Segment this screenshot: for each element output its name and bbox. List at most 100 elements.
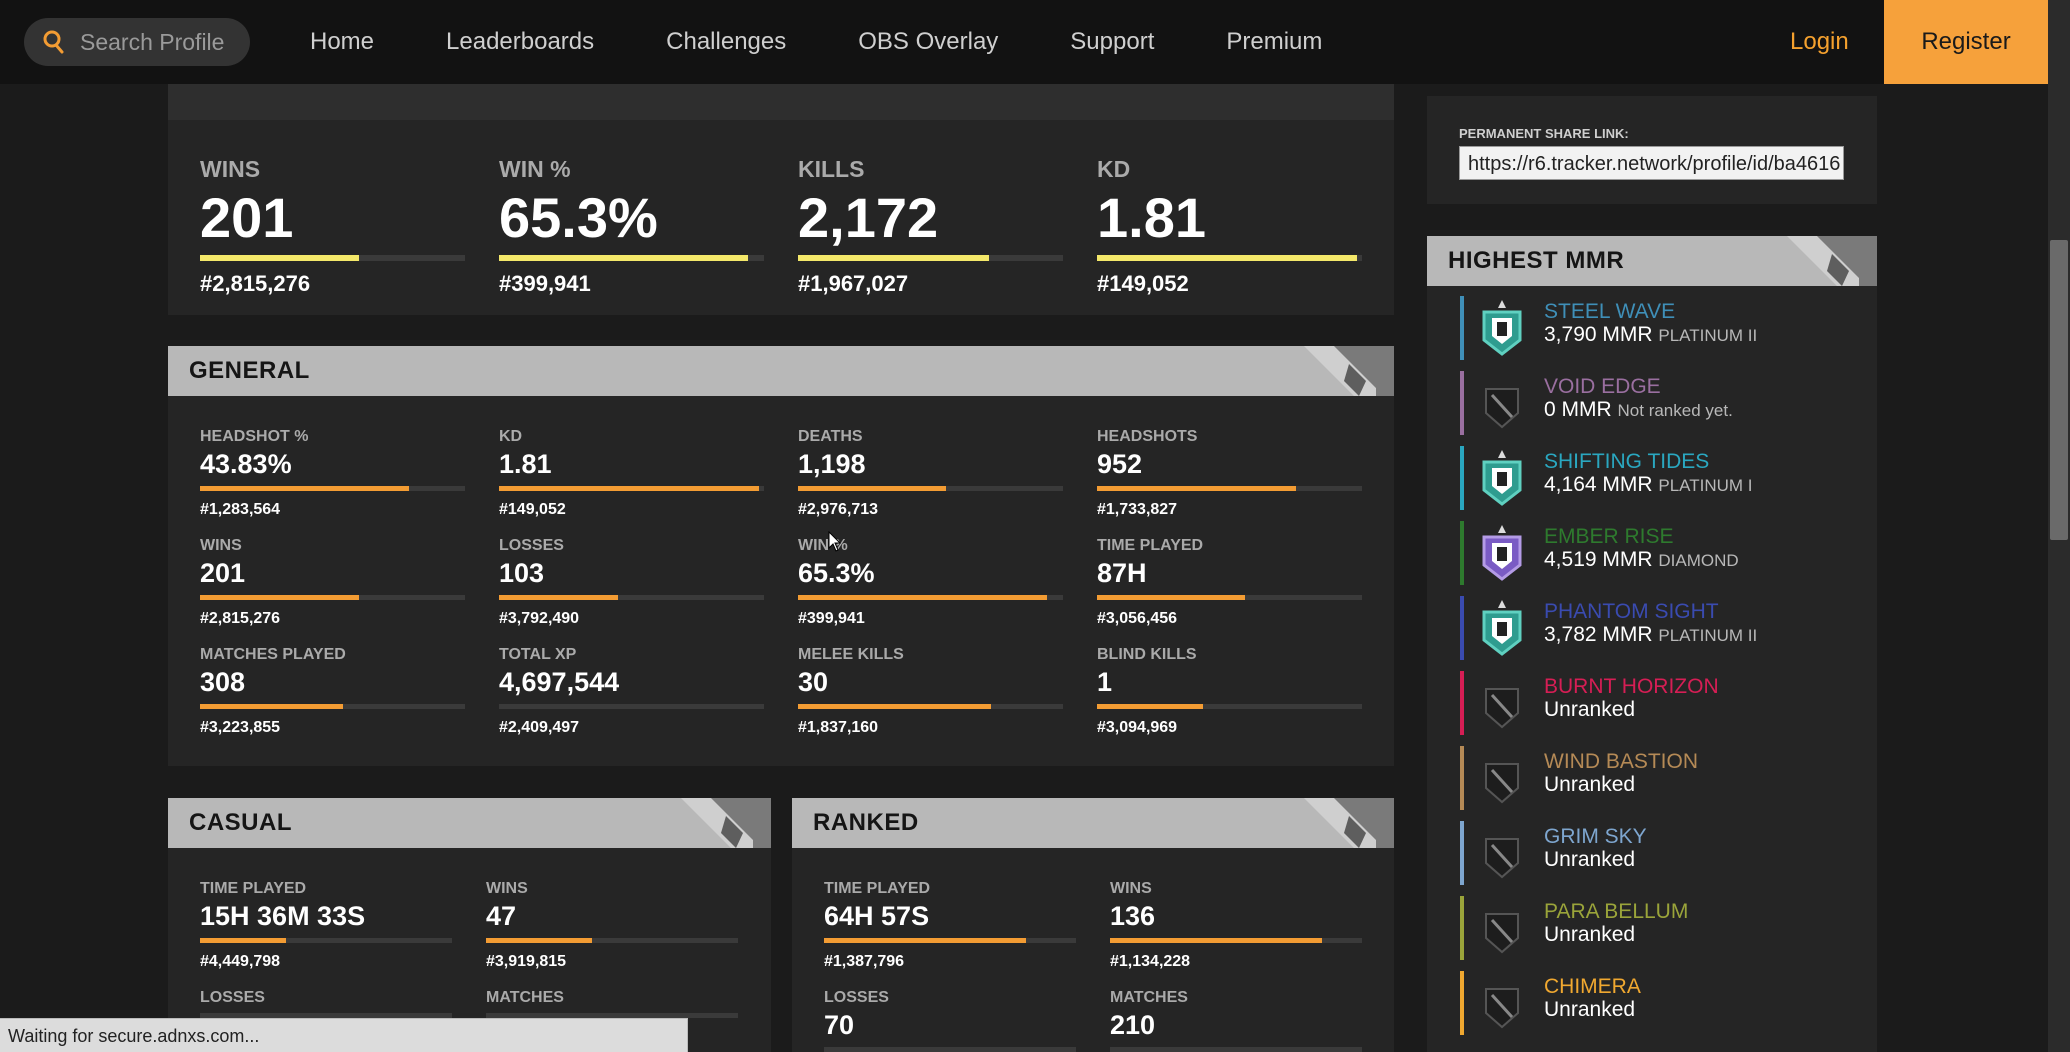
stat-value: 43.83% — [200, 449, 292, 479]
stat-progress-fill — [499, 255, 749, 261]
stat-label: LOSSES — [499, 537, 564, 554]
nav-link-support[interactable]: Support — [1070, 28, 1155, 55]
search-input[interactable]: Search Profile — [24, 18, 250, 66]
stat-progress-bar — [824, 938, 1076, 943]
stat-losses: LOSSES 103 #3,792,490 — [499, 537, 764, 628]
browser-status-bar: Waiting for secure.adnxs.com... — [0, 1018, 688, 1052]
stat-value: 1 — [1097, 667, 1113, 697]
stat-progress-fill — [200, 704, 344, 709]
stat-kd: KD 1.81 #149,052 — [1097, 156, 1362, 297]
stat-progress-bar — [824, 1047, 1076, 1052]
stat-progress-bar — [798, 255, 1063, 261]
season-row-para-bellum: PARA BELLUM Unranked — [1460, 896, 1860, 960]
stat-progress-bar — [200, 486, 465, 491]
diamond-emblem-icon — [1480, 523, 1524, 581]
ranked-card-header: RANKED — [792, 798, 1394, 848]
stat-win-pct: WIN % 65.3% #399,941 — [499, 156, 764, 297]
season-row-chimera: CHIMERA Unranked — [1460, 971, 1860, 1035]
season-mmr-value: Unranked — [1544, 998, 1636, 1021]
nav-link-obs-overlay[interactable]: OBS Overlay — [858, 28, 999, 55]
season-row-ember-rise: EMBER RISE 4,519 MMR DIAMOND — [1460, 521, 1860, 585]
season-row-wind-bastion: WIND BASTION Unranked — [1460, 746, 1860, 810]
stat-progress-bar — [798, 595, 1063, 600]
stat-rank: #3,056,456 — [1097, 610, 1178, 627]
unranked-emblem-icon — [1480, 823, 1524, 881]
season-color-stripe — [1460, 746, 1464, 810]
season-color-stripe — [1460, 296, 1464, 360]
stat-rank: #4,449,798 — [200, 953, 281, 970]
stat-value: 87H — [1097, 558, 1147, 588]
unranked-emblem-icon — [1480, 373, 1524, 431]
nav-link-premium[interactable]: Premium — [1226, 28, 1323, 55]
share-link-input[interactable]: https://r6.tracker.network/profile/id/ba… — [1459, 146, 1844, 180]
login-link[interactable]: Login — [1790, 28, 1849, 55]
season-tier: PLATINUM II — [1658, 326, 1758, 345]
stat-progress-bar — [200, 704, 465, 709]
nav-link-home[interactable]: Home — [310, 28, 375, 55]
stat-label: WIN % — [499, 156, 571, 182]
season-mmr-line: Unranked — [1544, 773, 1635, 797]
season-color-stripe — [1460, 521, 1464, 585]
stat-label: TIME PLAYED — [824, 880, 931, 897]
page-scrollbar-thumb[interactable] — [2050, 240, 2068, 540]
season-row-grim-sky: GRIM SKY Unranked — [1460, 821, 1860, 885]
stat-value: 70 — [824, 1010, 855, 1040]
stat-progress-bar — [499, 255, 764, 261]
stat-label: WINS — [486, 880, 528, 897]
stat-rank: #149,052 — [499, 501, 566, 518]
ranked-title: RANKED — [813, 809, 919, 836]
season-row-steel-wave: STEEL WAVE 3,790 MMR PLATINUM II — [1460, 296, 1860, 360]
unranked-emblem-icon — [1480, 748, 1524, 806]
season-row-void-edge: VOID EDGE 0 MMR Not ranked yet. — [1460, 371, 1860, 435]
stat-label: MATCHES — [486, 989, 564, 1006]
season-name: CHIMERA — [1544, 975, 1641, 998]
stat-deaths: DEATHS 1,198 #2,976,713 — [798, 428, 1063, 519]
stat-wins: WINS 47 #3,919,815 — [486, 880, 738, 971]
nav-link-leaderboards[interactable]: Leaderboards — [446, 28, 595, 55]
stat-value: 65.3% — [499, 186, 658, 249]
stat-kd: KD 1.81 #149,052 — [499, 428, 764, 519]
stat-progress-fill — [1110, 938, 1322, 943]
stat-progress-fill — [200, 486, 410, 491]
stat-progress-fill — [798, 255, 989, 261]
stat-progress-bar — [200, 595, 465, 600]
season-name: PARA BELLUM — [1544, 900, 1689, 923]
stat-rank: #1,967,027 — [798, 271, 909, 296]
season-color-stripe — [1460, 671, 1464, 735]
stat-label: WINS — [200, 156, 261, 182]
season-mmr-line: 3,782 MMR PLATINUM II — [1544, 623, 1757, 647]
season-color-stripe — [1460, 971, 1464, 1035]
stat-rank: #2,815,276 — [200, 610, 281, 627]
stat-rank: #3,792,490 — [499, 610, 580, 627]
season-mmr-value: 0 MMR — [1544, 398, 1612, 421]
nav-link-challenges[interactable]: Challenges — [666, 28, 787, 55]
register-button[interactable]: Register — [1884, 0, 2048, 84]
casual-card: CASUAL TIME PLAYED 15H 36M 33S #4,449,798 W… — [168, 798, 771, 1052]
header-corner-decoration — [1787, 236, 1877, 286]
stat-rank: #3,094,969 — [1097, 719, 1178, 736]
stat-value: 1.81 — [1097, 186, 1206, 249]
stat-time-played: TIME PLAYED 15H 36M 33S #4,449,798 — [200, 880, 452, 971]
casual-title: CASUAL — [189, 809, 292, 836]
stat-progress-bar — [1097, 486, 1362, 491]
platinum-emblem-icon — [1480, 298, 1524, 356]
stat-wins: WINS 201 #2,815,276 — [200, 537, 465, 628]
stat-progress-fill — [798, 704, 992, 709]
season-name: GRIM SKY — [1544, 825, 1647, 848]
stat-progress-fill — [486, 938, 592, 943]
stat-time-played: TIME PLAYED 64H 57S #1,387,796 — [824, 880, 1076, 971]
season-color-stripe — [1460, 596, 1464, 660]
season-mmr-line: Unranked — [1544, 698, 1635, 722]
season-color-stripe — [1460, 446, 1464, 510]
stat-progress-bar — [1097, 704, 1362, 709]
season-mmr-value: Unranked — [1544, 698, 1636, 721]
stat-rank: #1,134,228 — [1110, 953, 1191, 970]
ranked-card: RANKED TIME PLAYED 64H 57S #1,387,796 WINS 1… — [792, 798, 1394, 1052]
season-mmr-line: Unranked — [1544, 848, 1635, 872]
stat-value: 2,172 — [798, 186, 939, 249]
stat-rank: #3,223,855 — [200, 719, 281, 736]
season-name: SHIFTING TIDES — [1544, 450, 1710, 473]
nav-links: Home Leaderboards Challenges OBS Overlay… — [310, 0, 1394, 84]
stat-label: LOSSES — [200, 989, 265, 1006]
stat-rank: #149,052 — [1097, 271, 1189, 296]
